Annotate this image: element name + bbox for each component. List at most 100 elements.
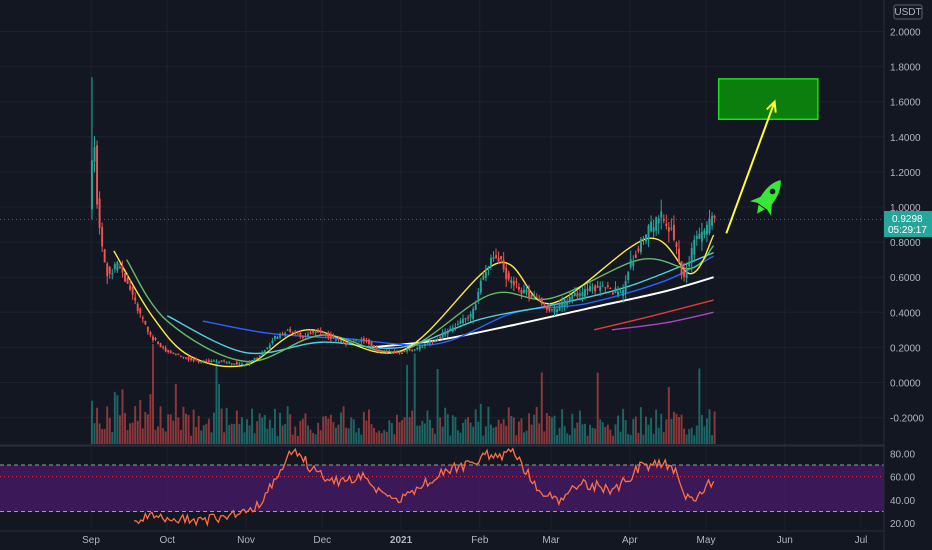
candle-body[interactable] bbox=[355, 340, 358, 342]
candle-body[interactable] bbox=[563, 299, 566, 307]
candle-body[interactable] bbox=[606, 285, 609, 288]
candle-body[interactable] bbox=[561, 301, 564, 307]
candle-body[interactable] bbox=[706, 224, 708, 235]
candle-body[interactable] bbox=[484, 271, 487, 279]
candle-body[interactable] bbox=[586, 288, 589, 291]
candle-body[interactable] bbox=[296, 333, 299, 335]
candle-body[interactable] bbox=[446, 331, 449, 335]
candle-body[interactable] bbox=[357, 341, 360, 343]
candle-body[interactable] bbox=[662, 219, 665, 221]
candle-body[interactable] bbox=[273, 335, 276, 339]
candle-body[interactable] bbox=[698, 233, 701, 239]
candle-body[interactable] bbox=[477, 292, 480, 300]
candle-body[interactable] bbox=[162, 346, 165, 348]
candle-body[interactable] bbox=[401, 352, 403, 354]
candle-body[interactable] bbox=[322, 331, 325, 333]
candle-body[interactable] bbox=[507, 272, 510, 280]
candle-body[interactable] bbox=[230, 363, 233, 365]
candle-body[interactable] bbox=[550, 309, 553, 311]
candle-body[interactable] bbox=[482, 275, 485, 280]
candle-body[interactable] bbox=[652, 227, 655, 232]
candle-body[interactable] bbox=[284, 333, 287, 336]
candle-body[interactable] bbox=[566, 301, 569, 305]
candle-body[interactable] bbox=[301, 335, 304, 338]
candle-body[interactable] bbox=[169, 351, 172, 353]
candle-body[interactable] bbox=[350, 342, 353, 344]
candle-body[interactable] bbox=[454, 327, 457, 329]
candle-body[interactable] bbox=[545, 306, 548, 310]
candle-body[interactable] bbox=[434, 339, 437, 341]
candle-body[interactable] bbox=[444, 331, 447, 336]
candle-body[interactable] bbox=[436, 339, 439, 341]
candle-body[interactable] bbox=[385, 350, 388, 353]
candle-body[interactable] bbox=[279, 335, 281, 338]
candle-body[interactable] bbox=[713, 215, 716, 218]
candle-body[interactable] bbox=[589, 286, 592, 292]
candle-body[interactable] bbox=[276, 336, 279, 339]
candle-body[interactable] bbox=[124, 273, 126, 282]
candle-body[interactable] bbox=[309, 332, 312, 334]
candle-body[interactable] bbox=[131, 286, 134, 295]
candle-body[interactable] bbox=[591, 287, 594, 289]
candle-body[interactable] bbox=[464, 318, 467, 320]
candle-body[interactable] bbox=[388, 350, 391, 352]
candle-body[interactable] bbox=[596, 285, 599, 288]
candle-body[interactable] bbox=[441, 332, 444, 338]
candle-body[interactable] bbox=[599, 286, 602, 291]
candle-body[interactable] bbox=[98, 198, 101, 229]
candle-body[interactable] bbox=[324, 334, 327, 336]
candle-body[interactable] bbox=[413, 349, 416, 351]
candle-body[interactable] bbox=[286, 329, 289, 331]
candle-body[interactable] bbox=[530, 294, 533, 297]
currency-badge[interactable]: USDT bbox=[893, 4, 923, 20]
candle-body[interactable] bbox=[172, 353, 175, 355]
candle-body[interactable] bbox=[639, 239, 642, 253]
candle-body[interactable] bbox=[195, 358, 198, 361]
candle-body[interactable] bbox=[650, 221, 653, 232]
candle-body[interactable] bbox=[314, 331, 317, 333]
rsi-pane[interactable] bbox=[0, 447, 884, 527]
candle-body[interactable] bbox=[617, 291, 619, 296]
candle-body[interactable] bbox=[200, 361, 203, 363]
candle-body[interactable] bbox=[703, 230, 706, 235]
candle-body[interactable] bbox=[101, 227, 104, 247]
candle-body[interactable] bbox=[708, 218, 711, 234]
candle-body[interactable] bbox=[647, 225, 650, 239]
candle-body[interactable] bbox=[164, 347, 167, 352]
candle-body[interactable] bbox=[431, 340, 434, 343]
candle-body[interactable] bbox=[642, 237, 645, 239]
candle-body[interactable] bbox=[129, 285, 132, 290]
candle-body[interactable] bbox=[340, 340, 342, 343]
candle-body[interactable] bbox=[121, 265, 124, 273]
candle-body[interactable] bbox=[665, 223, 668, 226]
candle-body[interactable] bbox=[406, 350, 409, 352]
candle-body[interactable] bbox=[627, 272, 630, 280]
candle-body[interactable] bbox=[327, 332, 330, 338]
candle-body[interactable] bbox=[126, 278, 129, 284]
candle-body[interactable] bbox=[179, 356, 182, 358]
projection-arrow[interactable] bbox=[725, 101, 776, 234]
candle-body[interactable] bbox=[108, 266, 111, 274]
candle-body[interactable] bbox=[365, 339, 368, 342]
candle-body[interactable] bbox=[113, 263, 116, 270]
candle-body[interactable] bbox=[304, 335, 307, 337]
candle-body[interactable] bbox=[472, 308, 475, 319]
candle-body[interactable] bbox=[479, 280, 482, 293]
candle-body[interactable] bbox=[337, 338, 340, 340]
candle-body[interactable] bbox=[375, 346, 378, 348]
candle-body[interactable] bbox=[223, 360, 226, 362]
drawings[interactable] bbox=[717, 78, 819, 234]
candle-body[interactable] bbox=[645, 234, 647, 242]
candle-body[interactable] bbox=[149, 332, 152, 336]
candle-body[interactable] bbox=[685, 269, 688, 279]
candle-body[interactable] bbox=[500, 255, 503, 260]
candle-body[interactable] bbox=[329, 334, 332, 339]
candle-body[interactable] bbox=[449, 328, 452, 331]
candle-body[interactable] bbox=[154, 337, 157, 340]
candle-body[interactable] bbox=[332, 335, 335, 337]
candle-body[interactable] bbox=[106, 263, 109, 277]
candle-body[interactable] bbox=[459, 320, 462, 324]
candle-body[interactable] bbox=[225, 362, 228, 364]
candle-body[interactable] bbox=[383, 350, 386, 352]
